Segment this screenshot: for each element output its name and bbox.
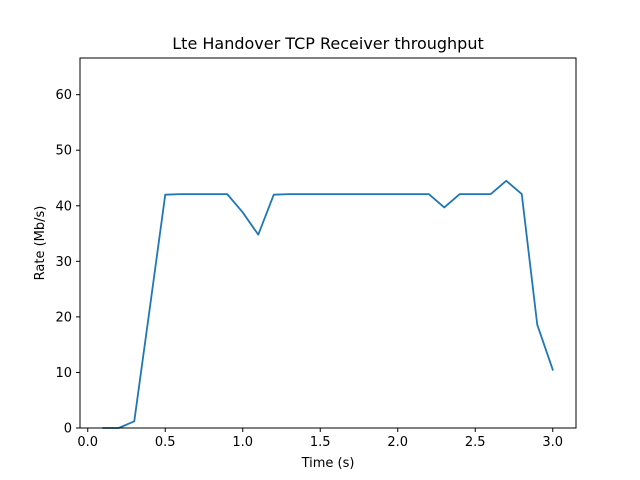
series-group [102, 179, 554, 429]
x-tick-label: 1.5 [310, 435, 331, 450]
x-axis-label: Time (s) [301, 456, 355, 471]
y-tick-label: 30 [55, 255, 72, 270]
x-tick-label: 2.0 [387, 435, 408, 450]
throughput-line [102, 179, 554, 429]
x-tick-label: 0.0 [77, 435, 98, 450]
y-axis-label: Rate (Mb/s) [33, 206, 48, 281]
chart-title: Lte Handover TCP Receiver throughput [172, 34, 484, 53]
y-tick-label: 40 [55, 199, 72, 214]
x-axis-ticks: 0.0 0.5 1.0 1.5 2.0 2.5 3.0 [77, 428, 563, 450]
y-tick-label: 60 [55, 88, 72, 103]
y-tick-label: 0 [64, 422, 72, 437]
x-tick-label: 0.5 [155, 435, 176, 450]
x-tick-label: 3.0 [542, 435, 563, 450]
plot-frame [79, 57, 577, 429]
y-axis-ticks: 0 10 20 30 40 50 60 [55, 88, 80, 437]
y-tick-label: 20 [55, 310, 72, 325]
y-tick-label: 10 [55, 366, 72, 381]
x-tick-label: 2.5 [465, 435, 486, 450]
x-tick-label: 1.0 [232, 435, 253, 450]
y-tick-label: 50 [55, 144, 72, 159]
